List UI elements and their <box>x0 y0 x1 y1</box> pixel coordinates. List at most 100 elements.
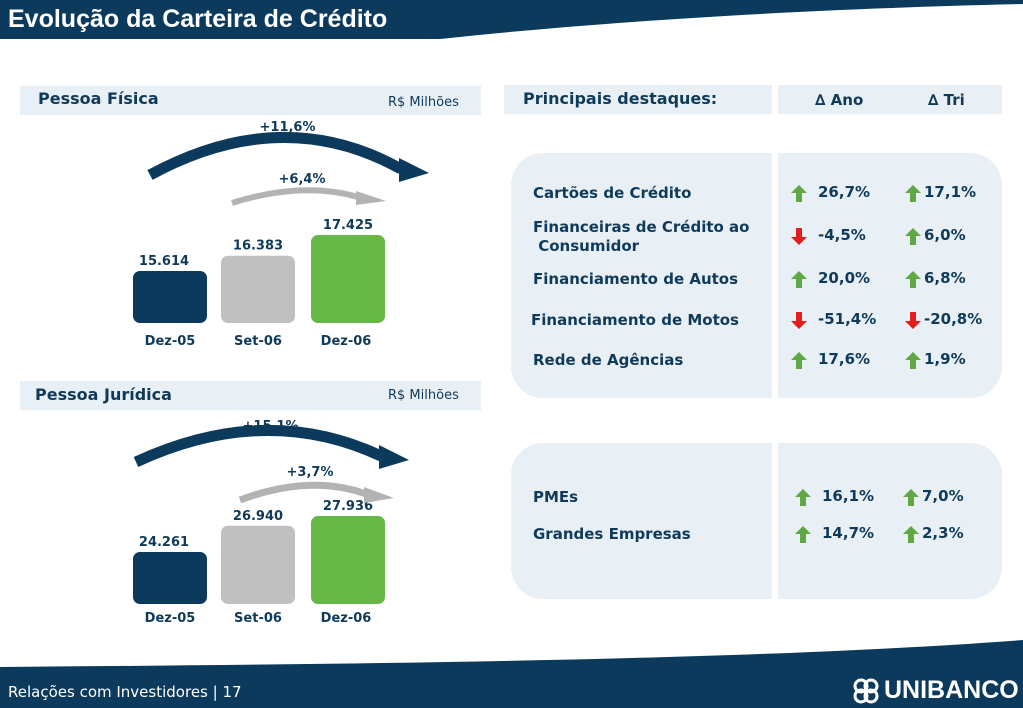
pf-row-label: Financiamento de Autos <box>533 270 739 288</box>
arrow-up-icon <box>791 271 807 292</box>
arrow-up-icon <box>905 271 921 288</box>
arrow-up-icon <box>903 489 919 510</box>
arrow-up-icon <box>905 352 921 369</box>
pf-tri-value: 1,9% <box>924 350 966 368</box>
pj-value-label: 26.940 <box>233 509 283 524</box>
pf-growth-arrow-quarter-shaft <box>231 187 359 206</box>
pf-value-label: 16.383 <box>233 239 283 254</box>
highlights-header-box <box>504 85 772 114</box>
pj-annotation-quarter: +3,7% <box>287 465 334 480</box>
pf-bar-set-06 <box>221 255 295 323</box>
logo-text: UNIBANCO <box>884 676 1019 704</box>
page-title: Evolução da Carteira de Crédito <box>8 5 388 33</box>
pj-header-box <box>20 381 481 410</box>
col-tri-header: ∆ Tri <box>928 91 965 109</box>
pf-bar-dez-06 <box>311 235 385 323</box>
pf-annotation-quarter: +6,4% <box>279 172 326 187</box>
arrow-up-icon <box>795 526 811 543</box>
pf-tri-value: 17,1% <box>924 183 977 201</box>
pf-ano-value: 17,6% <box>818 350 871 368</box>
arrow-up-icon <box>791 271 807 288</box>
pj-panel-divider <box>772 443 778 599</box>
pj-category-label: Dez-06 <box>321 611 372 626</box>
pj-annotation-year: +15,1% <box>243 419 299 434</box>
arrow-up-icon <box>903 526 919 543</box>
arrow-up-icon <box>791 185 807 202</box>
pf-category-label: Set-06 <box>234 334 282 349</box>
pj-row-label: Grandes Empresas <box>533 525 691 543</box>
pj-value-label: 27.936 <box>323 499 373 514</box>
arrow-up-icon <box>795 489 811 510</box>
arrow-up-icon <box>905 228 921 245</box>
pf-row-label: Financiamento de Motos <box>531 311 739 329</box>
header-bar <box>0 0 1023 39</box>
arrow-up-icon <box>905 352 921 373</box>
pj-growth-arrow-quarter <box>238 481 394 504</box>
pj-category-label: Dez-05 <box>145 611 196 626</box>
pf-row-label: Cartões de Crédito <box>533 184 692 202</box>
highlights-title: Principais destaques: <box>523 89 718 108</box>
pf-value-label: 15.614 <box>139 254 189 269</box>
pf-title: Pessoa Física <box>38 89 159 108</box>
arrow-down-icon <box>791 312 807 329</box>
credit-charts: 15.614 Dez-05 16.383 Set-06 17.425 Dez-06 +11,… <box>133 120 429 626</box>
arrow-up-icon <box>795 489 811 506</box>
arrow-up-icon <box>795 526 811 547</box>
pj-ano-value: 16,1% <box>822 487 875 505</box>
pj-growth-arrow-year-shaft <box>133 424 384 467</box>
pj-bar-dez-05 <box>133 552 207 604</box>
pf-value-label: 17.425 <box>323 218 373 233</box>
pf-tri-value: 6,8% <box>924 269 966 287</box>
pj-row-label: PMEs <box>533 488 579 506</box>
pf-header-box <box>20 86 481 115</box>
arrow-down-icon <box>905 312 921 329</box>
arrow-up-icon <box>791 352 807 373</box>
pj-tri-value: 2,3% <box>922 524 964 542</box>
arrow-up-icon <box>905 185 921 206</box>
pf-ano-value: 26,7% <box>818 183 871 201</box>
pf-annotation-year: +11,6% <box>260 120 316 135</box>
arrow-up-icon <box>905 228 921 249</box>
pj-category-label: Set-06 <box>234 611 282 626</box>
arrow-down-icon <box>791 228 807 249</box>
arrow-up-icon <box>903 526 919 547</box>
pj-bar-set-06 <box>221 525 295 604</box>
col-ano-header: ∆ Ano <box>815 91 864 109</box>
arrow-up-icon <box>905 271 921 292</box>
pf-tri-value: -20,8% <box>924 310 983 328</box>
pj-unit: R$ Milhões <box>388 388 459 403</box>
unibanco-logo: UNIBANCO <box>852 676 1019 705</box>
pf-row-label: Rede de Agências <box>533 351 684 369</box>
pf-row-label: Financeiras de Crédito ao Consumidor <box>533 218 750 255</box>
pf-highlights-panel <box>511 153 1002 398</box>
pf-growth-arrow-year <box>147 131 429 182</box>
arrow-up-icon <box>791 185 807 206</box>
pj-ano-value: 14,7% <box>822 524 875 542</box>
pf-growth-arrow-year-head <box>399 158 429 182</box>
pf-panel-divider <box>772 153 778 398</box>
highlights-cols-box <box>778 85 1002 114</box>
pj-growth-arrow-year-head <box>379 445 409 469</box>
pf-growth-arrow-year-shaft <box>147 131 404 180</box>
pj-growth-arrow-year <box>133 424 409 469</box>
pf-category-label: Dez-05 <box>145 334 196 349</box>
pj-highlights-panel <box>511 443 1002 599</box>
arrow-down-icon <box>905 312 921 333</box>
pj-growth-arrow-quarter-head <box>364 487 394 503</box>
footer-text: Relações com Investidores | 17 <box>8 683 242 701</box>
pj-title: Pessoa Jurídica <box>35 385 172 404</box>
footer-bar <box>0 640 1023 708</box>
pj-value-label: 24.261 <box>139 535 189 550</box>
pf-category-label: Dez-06 <box>321 334 372 349</box>
arrow-up-icon <box>791 352 807 369</box>
arrow-down-icon <box>791 228 807 245</box>
pf-growth-arrow-quarter <box>231 187 386 206</box>
pj-tri-value: 7,0% <box>922 487 964 505</box>
pj-growth-arrow-quarter-shaft <box>238 481 368 504</box>
unibanco-logo-icon <box>853 678 879 703</box>
arrow-up-icon <box>905 185 921 202</box>
arrow-up-icon <box>903 489 919 506</box>
pf-unit: R$ Milhões <box>388 95 459 110</box>
pf-ano-value: -51,4% <box>818 310 877 328</box>
pf-tri-value: 6,0% <box>924 226 966 244</box>
